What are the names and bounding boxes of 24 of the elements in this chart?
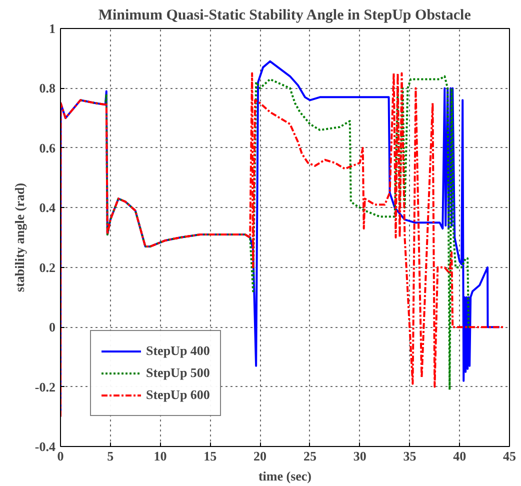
x-tick-label: 30 xyxy=(353,448,366,464)
y-tick-label: -0.2 xyxy=(34,379,56,394)
x-tick-label: 10 xyxy=(154,448,167,464)
x-tick-label: 25 xyxy=(303,448,317,464)
y-axis-title: stability angle (rad) xyxy=(12,182,27,292)
x-axis-title: time (sec) xyxy=(258,468,312,484)
legend-label: StepUp 600 xyxy=(146,387,210,403)
y-tick-label: 0.2 xyxy=(39,260,56,275)
legend-label: StepUp 500 xyxy=(146,365,210,381)
line-series xyxy=(79,75,471,391)
y-tick-label: 0.8 xyxy=(39,80,56,96)
y-tick-label: -0.4 xyxy=(34,439,56,454)
x-tick-label: 45 xyxy=(503,448,516,464)
chart-title: Minimum Quasi-Static Stability Angle in StepUp Obstacle xyxy=(98,8,472,24)
x-tick-label: 40 xyxy=(453,448,466,464)
y-tick-label: 0.6 xyxy=(39,140,56,156)
y-tick-label: 0 xyxy=(49,320,56,335)
x-tick-label: 15 xyxy=(204,448,218,464)
legend-label: StepUp 400 xyxy=(146,343,210,359)
x-tick-label: 20 xyxy=(254,448,267,464)
x-tick-label: 5 xyxy=(107,448,114,464)
y-tick-label: 0.4 xyxy=(39,200,56,216)
x-tick-label: 35 xyxy=(403,448,417,464)
y-tick-label: 1 xyxy=(49,21,56,36)
